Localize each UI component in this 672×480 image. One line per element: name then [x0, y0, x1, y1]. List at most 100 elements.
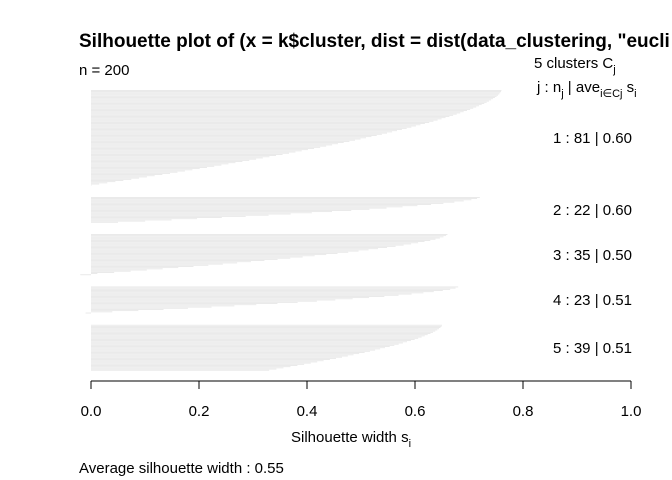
silhouette-bar [85, 312, 91, 314]
silhouette-bar [91, 241, 425, 242]
silhouette-bar [91, 237, 440, 239]
silhouette-bar [91, 106, 477, 108]
silhouette-bar [91, 362, 311, 364]
silhouette-bar [91, 294, 399, 296]
silhouette-bar [91, 93, 500, 95]
silhouette-bar [91, 114, 454, 116]
x-axis-ticks: 0.0 0.2 0.4 0.6 0.8 1.0 [81, 381, 642, 420]
silhouette-bar [91, 353, 360, 355]
silhouette-bar [91, 210, 352, 211]
silhouette-bar [91, 158, 257, 160]
silhouette-bar [91, 242, 419, 244]
silhouette-bar [91, 200, 464, 202]
silhouette-bar [91, 94, 498, 96]
silhouette-bar [91, 107, 474, 109]
silhouette-bar [91, 339, 415, 340]
silhouette-bar [91, 150, 302, 152]
silhouette-bar [91, 211, 333, 213]
silhouette-bar [91, 157, 263, 159]
silhouette-bar [91, 262, 238, 264]
silhouette-bar [91, 171, 178, 173]
clusters-header-text: 5 clusters C [534, 55, 613, 72]
silhouette-bar [91, 304, 257, 306]
silhouette-bar [91, 311, 113, 313]
silhouette-bar [91, 329, 438, 331]
silhouette-bar [91, 335, 425, 337]
x-tick-label: 0.8 [513, 403, 534, 420]
silhouette-bar [91, 153, 283, 155]
silhouette-bar [91, 143, 338, 145]
silhouette-bar [91, 220, 146, 222]
silhouette-bar [91, 350, 370, 352]
silhouette-bar [91, 155, 277, 157]
silhouette-bar [91, 261, 251, 263]
silhouette-bar [91, 257, 291, 259]
x-tick-label: 0.4 [297, 403, 318, 420]
silhouette-bar [91, 336, 422, 338]
silhouette-bar [91, 270, 131, 272]
silhouette-bar [91, 291, 434, 293]
silhouette-bar [91, 258, 278, 260]
x-tick-label: 0.0 [81, 403, 102, 420]
average-width-footer: Average silhouette width : 0.55 [79, 460, 284, 477]
silhouette-bar [91, 148, 315, 149]
silhouette-bar [91, 149, 308, 151]
silhouette-bar [91, 360, 324, 362]
silhouette-bar [91, 125, 416, 127]
silhouette-bar [91, 368, 277, 370]
silhouette-bar [91, 347, 385, 349]
silhouette-bar [91, 361, 318, 363]
silhouette-bar [91, 245, 396, 247]
silhouette-bar [91, 268, 163, 270]
silhouette-bar [91, 239, 431, 241]
silhouette-bar [91, 136, 372, 138]
silhouette-bar [91, 99, 492, 101]
silhouette-bar [91, 305, 235, 307]
columns-header-c: s [622, 79, 634, 96]
silhouette-bar [91, 205, 418, 207]
columns-header-b: | ave [564, 79, 600, 96]
silhouette-bar [91, 324, 442, 326]
silhouette-bar [91, 236, 444, 238]
silhouette-bar [91, 140, 350, 142]
silhouette-bar [91, 330, 436, 332]
cluster-labels: 1 : 81 | 0.60 2 : 22 | 0.60 3 : 35 | 0.50 4… [553, 130, 632, 357]
silhouette-bar [91, 355, 348, 357]
chart-title: Silhouette plot of (x = k$cluster, dist … [79, 31, 670, 52]
silhouette-bar [91, 159, 250, 161]
silhouette-bar [91, 366, 291, 368]
silhouette-bar [91, 286, 459, 288]
silhouette-bar [91, 267, 179, 269]
silhouette-bar [91, 145, 327, 147]
silhouette-bar [91, 344, 395, 346]
silhouette-bar [91, 172, 170, 174]
silhouette-bar [91, 167, 208, 168]
silhouette-bar [91, 255, 315, 257]
silhouette-bar [91, 264, 209, 266]
x-tick-label: 1.0 [621, 403, 642, 420]
silhouette-bar [91, 248, 379, 250]
silhouette-bar [91, 120, 434, 122]
silhouette-bar [91, 97, 495, 98]
silhouette-bar [91, 356, 342, 358]
columns-sub-iecj: i∈Cj [600, 88, 622, 100]
silhouette-bar [91, 263, 223, 265]
silhouette-bar [91, 342, 403, 344]
silhouette-bar [91, 298, 353, 300]
silhouette-bar [91, 174, 163, 175]
silhouette-bar [91, 112, 461, 114]
silhouette-bar [91, 170, 185, 172]
silhouette-bar [91, 116, 450, 117]
silhouette-bar [91, 292, 424, 294]
silhouette-bar [91, 90, 502, 91]
silhouette-bar [91, 201, 455, 203]
silhouette-bar [91, 208, 370, 210]
silhouette-bar [91, 144, 333, 146]
silhouette-bar [91, 104, 482, 106]
silhouette-bar [91, 129, 402, 130]
silhouette-bar [91, 334, 428, 336]
silhouette-bar [91, 235, 447, 237]
silhouette-bar [91, 113, 457, 115]
silhouette-bar [91, 176, 147, 178]
